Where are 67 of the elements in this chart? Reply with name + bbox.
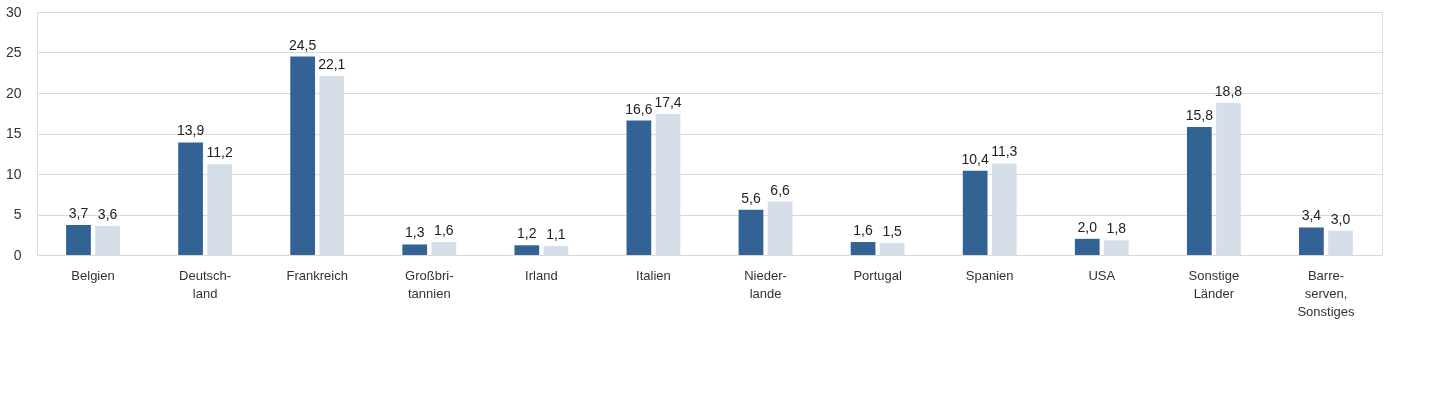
data-label: 16,6 (625, 100, 653, 117)
y-tick-label: 15 (5, 125, 22, 141)
x-tick-label: Sonstige Länder (1188, 267, 1240, 301)
y-tick-label: 30 (5, 3, 22, 20)
y-tick-label: 20 (5, 84, 22, 101)
x-tick-label: USA (1088, 267, 1116, 283)
data-label: 1,5 (882, 222, 903, 239)
data-label: 10,4 (961, 150, 989, 167)
bar (962, 170, 988, 255)
x-tick-label: Italien (636, 267, 671, 283)
data-label: 17,4 (654, 94, 682, 111)
data-label: 24,5 (289, 36, 317, 53)
bar (1328, 230, 1353, 255)
data-label: 5,6 (741, 189, 761, 206)
x-tick-label: Frankreich (286, 267, 348, 283)
bar (1299, 227, 1324, 255)
data-label: 18,8 (1214, 82, 1243, 99)
bar (402, 244, 428, 255)
data-label: 3,0 (1330, 210, 1351, 227)
data-label: 6,6 (770, 181, 791, 198)
data-label: 1,3 (405, 224, 425, 241)
data-label: 3,7 (68, 205, 89, 222)
bar (655, 114, 681, 255)
y-tick-label: 0 (13, 246, 22, 263)
x-tick-label: Spanien (965, 267, 1014, 283)
data-label: 1,6 (434, 222, 454, 239)
bar (514, 245, 540, 255)
bar (319, 75, 345, 255)
x-tick-label: Deutsch- land (179, 267, 232, 301)
bar (626, 120, 652, 255)
bar (738, 209, 764, 255)
x-tick-label: Barre- serven, Sonstiges (1297, 267, 1355, 319)
bar (991, 163, 1017, 255)
x-tick-label: Belgien (71, 267, 115, 283)
bar (178, 142, 203, 255)
x-tick-label: Irland (525, 267, 558, 283)
data-label: 3,6 (97, 205, 118, 222)
y-tick-label: 10 (5, 165, 22, 182)
data-label: 22,1 (318, 55, 346, 72)
bar (1216, 102, 1241, 255)
data-label: 11,3 (991, 143, 1018, 160)
data-label: 15,8 (1185, 107, 1214, 124)
bar (207, 164, 233, 255)
bar (95, 225, 120, 255)
bar (1074, 238, 1100, 255)
bar (431, 242, 457, 255)
x-tick-label: Portugal (853, 267, 902, 283)
data-label: 2,0 (1077, 218, 1098, 235)
data-label: 11,2 (206, 144, 233, 161)
bar (1103, 240, 1129, 255)
data-label: 3,4 (1301, 207, 1322, 224)
data-label: 1,1 (546, 226, 566, 243)
data-label: 1,2 (517, 225, 537, 242)
data-label: 1,6 (853, 222, 874, 239)
bar (543, 246, 569, 255)
bar (879, 242, 905, 255)
data-label: 13,9 (176, 122, 205, 139)
y-tick-label: 5 (13, 206, 22, 222)
bar (850, 242, 876, 255)
x-tick-label: Großbri- tannien (405, 267, 454, 301)
y-tick-label: 25 (5, 44, 22, 60)
bar (1186, 127, 1212, 255)
x-tick-label: Nieder- lande (744, 267, 787, 301)
bar (66, 225, 91, 255)
bar (767, 201, 793, 255)
data-label: 1,8 (1106, 220, 1127, 237)
bar (290, 56, 316, 255)
